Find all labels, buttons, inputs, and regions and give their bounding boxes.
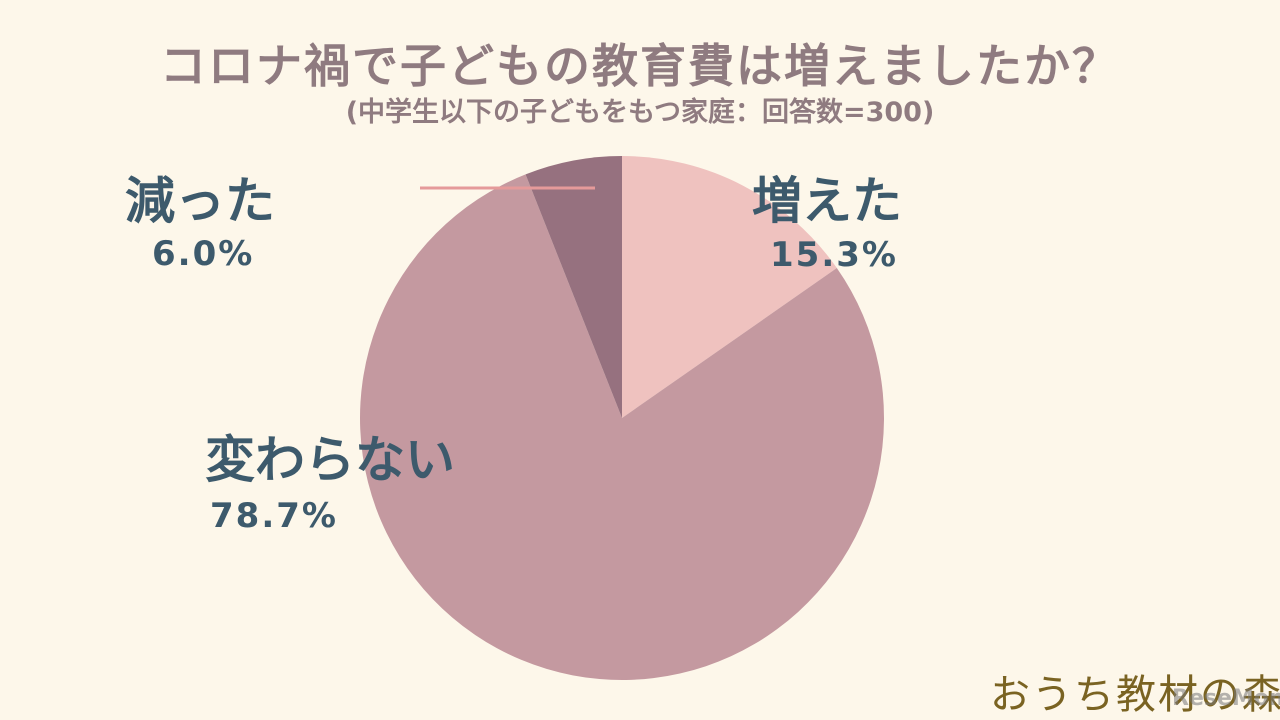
watermark: ReseMom [1172,686,1280,711]
slice-label-increased: 増えた [752,172,902,230]
pie-slices [360,156,884,681]
slice-label-unchanged: 変わらない [205,431,455,489]
chart-title: コロナ禍で子どもの教育費は増えましたか？ [160,39,1120,93]
slice-label-decreased: 減った [125,172,275,230]
pie-slice-increased [622,156,837,418]
chart-subtitle: (中学生以下の子どもをもつ家庭：回答数=300) [345,97,935,128]
slice-value-decreased: 6.0% [152,234,254,274]
slice-value-increased: 15.3% [770,235,898,275]
pie-slice-unchanged [360,174,884,681]
brand-logo: おうち教材の森 [990,672,1280,718]
slice-value-unchanged: 78.7% [210,496,338,536]
pie-slice-decreased [525,156,622,418]
